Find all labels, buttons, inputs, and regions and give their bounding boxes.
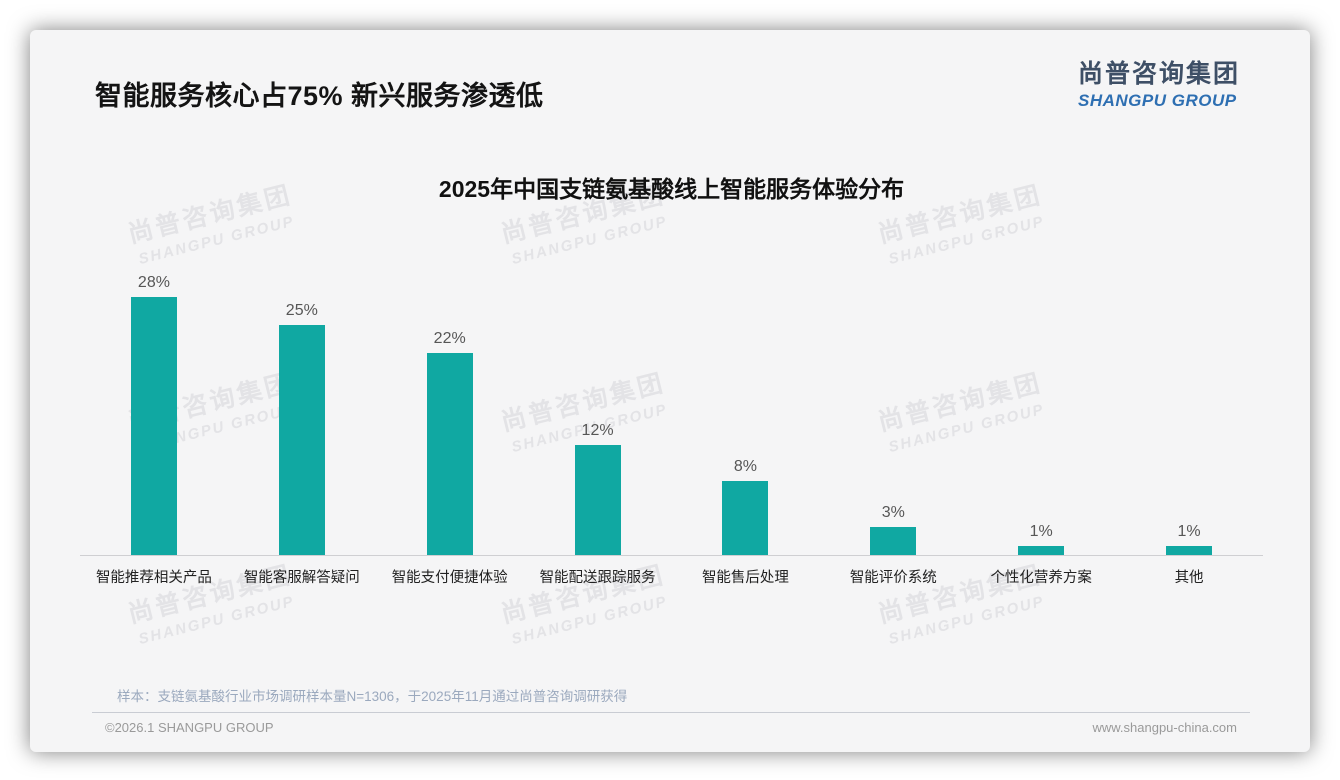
bar-column: 1% <box>1115 265 1263 555</box>
category-label: 智能客服解答疑问 <box>243 570 360 586</box>
bar <box>1018 546 1065 555</box>
bar-column: 1% <box>967 265 1115 555</box>
bar-column: 8% <box>672 265 820 555</box>
page-title: 智能服务核心占75% 新兴服务渗透低 <box>95 81 544 111</box>
copyright-text: ©2026.1 SHANGPU GROUP <box>105 720 274 735</box>
bar-column: 28% <box>80 265 228 555</box>
company-logo: 尚普咨询集团 SHANGPU GROUP <box>1078 54 1240 111</box>
bar-value-label: 1% <box>1177 523 1201 540</box>
bar-value-label: 12% <box>581 422 614 439</box>
footer-divider <box>92 712 1250 713</box>
bar-chart-plot: 28% 25% 22% 12% 8% 3% 1% 1% <box>80 265 1263 556</box>
bar <box>722 481 769 555</box>
sample-note: 样本：支链氨基酸行业市场调研样本量N=1306，于2025年11月通过尚普咨询调… <box>117 689 628 704</box>
bar <box>1166 546 1213 555</box>
bar <box>574 445 621 555</box>
chart-title: 2025年中国支链氨基酸线上智能服务体验分布 <box>438 176 905 202</box>
category-axis: 智能推荐相关产品 智能客服解答疑问 智能支付便捷体验 智能配送跟踪服务 智能售后处理 智能… <box>80 566 1263 587</box>
bar-value-label: 3% <box>881 504 905 521</box>
category-label: 智能推荐相关产品 <box>95 570 212 586</box>
footer-row: ©2026.1 SHANGPU GROUP www.shangpu-china.… <box>105 720 1237 735</box>
bar-value-label: 25% <box>285 302 318 319</box>
bar-column: 3% <box>819 265 967 555</box>
category-label: 其他 <box>1174 570 1204 586</box>
bar-value-label: 22% <box>433 330 466 347</box>
bar-column: 25% <box>228 265 376 555</box>
logo-chinese-text: 尚普咨询集团 <box>1077 60 1240 88</box>
bar <box>426 353 473 555</box>
category-label: 智能评价系统 <box>849 570 937 586</box>
bar <box>278 325 325 555</box>
bar-value-label: 1% <box>1029 523 1053 540</box>
bar <box>130 297 177 555</box>
category-label: 智能售后处理 <box>701 570 789 586</box>
category-label: 个性化营养方案 <box>990 570 1092 586</box>
bar-column: 22% <box>376 265 524 555</box>
category-label: 智能支付便捷体验 <box>391 570 508 586</box>
category-label: 智能配送跟踪服务 <box>539 570 656 586</box>
bar-column: 12% <box>524 265 672 555</box>
bar-value-label: 28% <box>137 274 170 291</box>
website-url: www.shangpu-china.com <box>1092 720 1237 735</box>
slide-card: 尚普咨询集团 SHANGPU GROUP 尚普咨询集团 SHANGPU GROUP 尚普… <box>30 30 1310 752</box>
bar <box>870 527 917 555</box>
bar-value-label: 8% <box>733 458 757 475</box>
logo-english-text: SHANGPU GROUP <box>1077 91 1237 110</box>
